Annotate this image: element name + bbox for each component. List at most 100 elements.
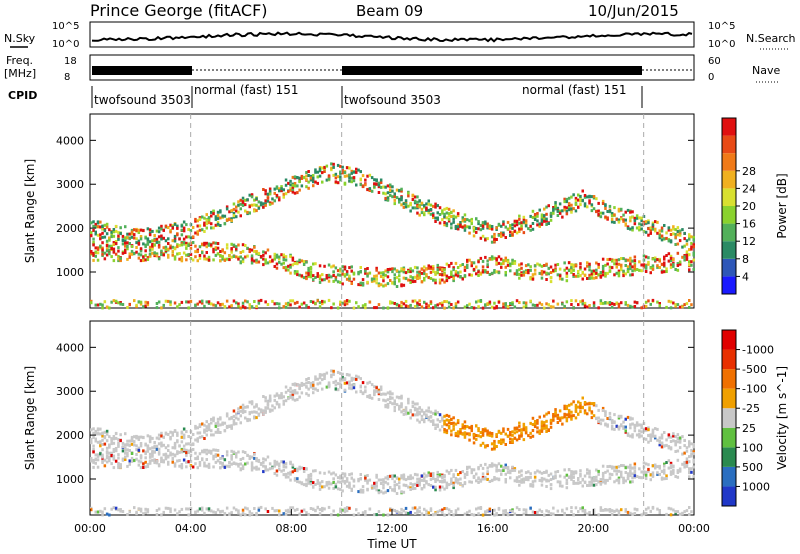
velocity-cell [250, 402, 254, 406]
power-cell [606, 210, 609, 213]
velocity-cell [588, 469, 591, 473]
velocity-cell [355, 374, 358, 378]
velocity-cell [146, 510, 150, 514]
velocity-cell [316, 382, 319, 386]
velocity-cell [565, 416, 569, 420]
velocity-cell [429, 415, 433, 418]
power-cell [511, 231, 514, 235]
velocity-cell [228, 512, 231, 516]
power-cell [305, 174, 308, 178]
power-cell [327, 279, 331, 283]
velocity-cell [287, 475, 290, 479]
velocity-cell [103, 507, 107, 511]
power-cell [214, 215, 218, 219]
velocity-cell [210, 421, 213, 425]
power-cell [620, 263, 623, 267]
velocity-cell [411, 483, 415, 487]
power-cell [239, 214, 242, 218]
velocity-cell [443, 487, 446, 491]
power-cell [620, 257, 623, 260]
velocity-cell [253, 452, 256, 456]
velocity-cell [635, 423, 639, 427]
velocity-cell [341, 508, 344, 512]
velocity-cell [355, 508, 358, 512]
velocity-cell [94, 453, 97, 457]
velocity-cell [470, 424, 473, 428]
power-cell [386, 282, 390, 286]
velocity-cell [402, 412, 406, 416]
velocity-cell [450, 433, 453, 437]
power-cell [678, 305, 682, 309]
power-cell [96, 303, 100, 307]
velocity-cell [389, 392, 392, 396]
velocity-cell [581, 484, 584, 488]
velocity-cell [631, 480, 634, 484]
power-cell [96, 251, 100, 255]
power-cell [567, 208, 571, 212]
power-cell [563, 197, 566, 201]
power-cell [155, 252, 159, 256]
velocity-cell [477, 429, 480, 433]
power-cell [466, 225, 469, 229]
velocity-cell [631, 512, 634, 516]
power-cell [108, 244, 111, 248]
power-cell [146, 242, 150, 246]
power-cell [497, 261, 501, 265]
power-cell [339, 302, 342, 306]
power-cell [649, 231, 652, 235]
power-cell [463, 219, 467, 223]
velocity-cell [438, 428, 442, 432]
power-cell [411, 198, 415, 201]
velocity-cell [357, 512, 360, 516]
velocity-cell [456, 478, 460, 482]
power-cell [221, 257, 224, 261]
velocity-cell [463, 431, 467, 435]
velocity-cell [615, 472, 618, 476]
power-cell [407, 278, 410, 282]
power-cell [278, 196, 281, 200]
power-cell [463, 228, 467, 232]
power-cell [518, 268, 521, 272]
power-cell [502, 231, 505, 235]
power-cell [642, 263, 646, 267]
velocity-cell [644, 511, 648, 515]
velocity-cell [307, 478, 310, 482]
power-cell [298, 188, 301, 192]
power-cell [264, 199, 267, 203]
velocity-cell [518, 428, 521, 432]
power-cell [124, 241, 127, 245]
power-cell [536, 262, 539, 266]
power-cell [567, 269, 571, 272]
power-cell [522, 215, 526, 219]
velocity-cell [488, 507, 492, 511]
velocity-cell [454, 480, 458, 484]
power-cell [259, 203, 263, 207]
power-cell [201, 299, 204, 303]
velocity-cell [452, 416, 455, 420]
velocity-cell [454, 422, 458, 426]
power-cell [490, 305, 494, 309]
power-cell [488, 226, 492, 230]
velocity-cell [429, 410, 433, 414]
velocity-cell [101, 453, 104, 457]
power-cell [601, 199, 605, 203]
velocity-cell [486, 432, 489, 436]
power-cell [441, 273, 444, 277]
velocity-cell [633, 475, 637, 479]
power-cell [549, 305, 553, 309]
velocity-cell [690, 448, 693, 452]
power-cell [604, 271, 607, 275]
freq-tick-top: 18 [64, 56, 77, 67]
velocity-cell [452, 483, 455, 487]
power-cell [187, 300, 190, 304]
velocity-cell [477, 481, 480, 484]
power-cell [606, 271, 609, 275]
velocity-cell [225, 425, 229, 429]
velocity-cell [540, 476, 544, 480]
velocity-cell [96, 454, 100, 458]
power-cell [633, 268, 637, 272]
velocity-cell [373, 513, 376, 517]
velocity-cell [481, 513, 485, 517]
velocity-cell [203, 464, 206, 468]
velocity-cell [461, 426, 464, 430]
